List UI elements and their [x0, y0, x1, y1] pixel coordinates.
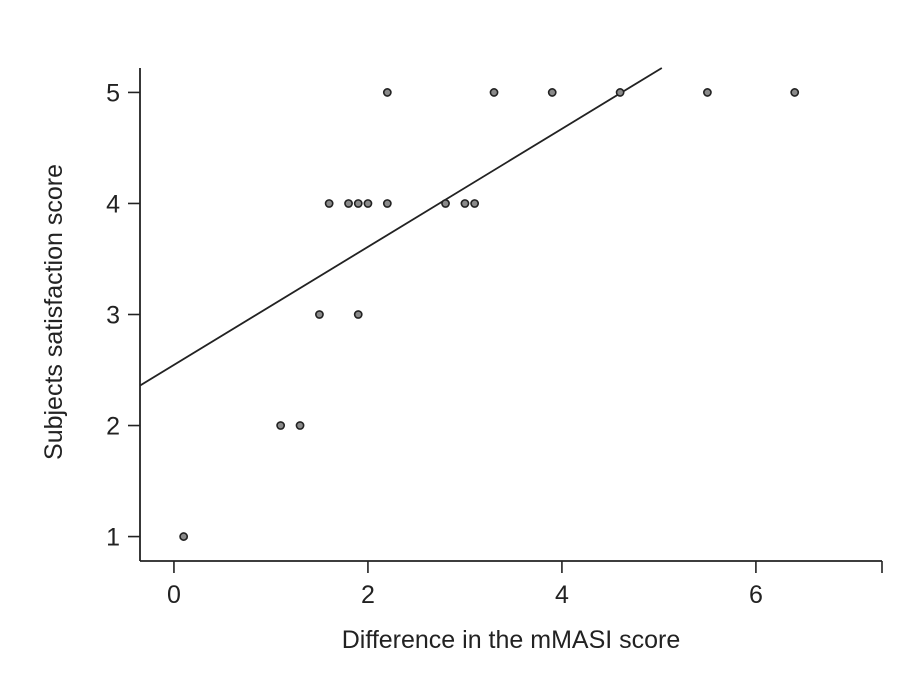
data-point-3: [315, 310, 324, 319]
data-point-18: [790, 88, 800, 97]
data-point-2: [295, 421, 305, 430]
x-tick-label-6: 6: [749, 581, 763, 609]
data-point-1: [276, 421, 286, 430]
data-point-11: [460, 199, 470, 208]
y-tick-label-2: 2: [106, 413, 120, 441]
y-tick-label-1: 1: [106, 524, 120, 552]
x-axis-title: Difference in the mMASI score: [342, 626, 681, 654]
data-point-15: [547, 88, 557, 97]
data-point-14: [489, 88, 499, 97]
data-point-4: [353, 310, 363, 319]
data-point-0: [179, 532, 189, 541]
regression-line: [139, 67, 663, 387]
y-axis-title: Subjects satisfaction score: [40, 164, 68, 460]
data-point-16: [615, 88, 625, 97]
data-point-5: [324, 199, 334, 208]
data-point-13: [382, 88, 392, 97]
data-point-12: [470, 199, 480, 208]
data-point-9: [382, 199, 392, 208]
data-point-17: [703, 88, 712, 97]
y-tick-label-4: 4: [106, 190, 120, 218]
y-tick-label-5: 5: [106, 79, 120, 107]
data-point-7: [353, 199, 363, 208]
x-tick-label-4: 4: [555, 581, 569, 609]
fit-line-group: [139, 67, 663, 387]
x-tick-label-2: 2: [361, 581, 375, 609]
x-tick-label-0: 0: [167, 581, 181, 609]
data-point-8: [363, 199, 373, 208]
data-points: [179, 88, 800, 541]
data-point-6: [344, 199, 353, 208]
axes: 1 2 3 4 5 0 2 4 6: [106, 68, 883, 609]
data-point-10: [441, 199, 450, 208]
y-tick-label-3: 3: [106, 302, 120, 330]
